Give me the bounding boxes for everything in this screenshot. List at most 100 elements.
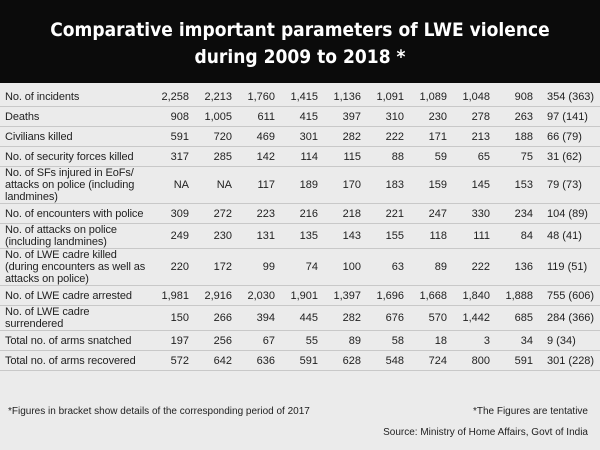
table-cell: 118: [408, 223, 451, 249]
row-label: No. of incidents: [0, 87, 150, 107]
table-cell: 153: [494, 166, 537, 204]
table-cell: 247: [408, 203, 451, 224]
row-label: Deaths: [0, 106, 150, 127]
table-cell: 115: [322, 146, 365, 167]
table-row: No. of LWE cadre surrendered 150 266 394 445…: [0, 305, 600, 331]
table-body: No. of incidents 2,258 2,213 1,760 1,415 1,13…: [0, 87, 600, 371]
table-row: No. of LWE cadre arrested 1,981 2,916 2,030…: [0, 285, 600, 306]
table-cell: 75: [494, 146, 537, 167]
table-cell: 145: [451, 166, 494, 204]
table-cell: 48 (41): [537, 223, 600, 249]
table-cell: 223: [236, 203, 279, 224]
table-cell: NA: [150, 166, 193, 204]
table-cell: 249: [150, 223, 193, 249]
row-label: No. of LWE cadre surrendered: [0, 305, 150, 331]
table-cell: 572: [150, 350, 193, 371]
table-cell: 676: [365, 305, 408, 331]
row-label: No. of LWE cadre killed (during encounte…: [0, 248, 150, 286]
table-cell: 74: [279, 248, 322, 286]
table-cell: 150: [150, 305, 193, 331]
table-cell: 131: [236, 223, 279, 249]
table-cell: 79 (73): [537, 166, 600, 204]
table-cell: 222: [365, 126, 408, 147]
table-cell: 234: [494, 203, 537, 224]
table-cell: 2,258: [150, 87, 193, 107]
table-row: Total no. of arms snatched 197 256 67 55 89 58…: [0, 330, 600, 351]
page-title: Comparative important parameters of LWE …: [50, 19, 550, 68]
table-cell: 636: [236, 350, 279, 371]
table-cell: 272: [193, 203, 236, 224]
table-cell: 755 (606): [537, 285, 600, 306]
table-cell: 143: [322, 223, 365, 249]
table-cell: 171: [408, 126, 451, 147]
table-cell: 415: [279, 106, 322, 127]
table-cell: 317: [150, 146, 193, 167]
table-cell: 99: [236, 248, 279, 286]
table-cell: 58: [365, 330, 408, 351]
table-cell: 117: [236, 166, 279, 204]
table-cell: 394: [236, 305, 279, 331]
table-cell: 278: [451, 106, 494, 127]
row-label: No. of LWE cadre arrested: [0, 285, 150, 306]
table-cell: 1,397: [322, 285, 365, 306]
table-cell: 183: [365, 166, 408, 204]
table-cell: 88: [365, 146, 408, 167]
table-row: No. of SFs injured in EoFs/ attacks on p…: [0, 166, 600, 204]
table-cell: 724: [408, 350, 451, 371]
table-row: Civilians killed 591 720 469 301 282 222 171 213…: [0, 126, 600, 147]
table-cell: 218: [322, 203, 365, 224]
table-cell: 84: [494, 223, 537, 249]
table-cell: 2,213: [193, 87, 236, 107]
table-cell: 188: [494, 126, 537, 147]
table-cell: 18: [408, 330, 451, 351]
table-cell: 221: [365, 203, 408, 224]
table-cell: 1,760: [236, 87, 279, 107]
row-label: Total no. of arms recovered: [0, 350, 150, 371]
table-cell: 685: [494, 305, 537, 331]
footnote: *Figures in bracket show details of the …: [8, 406, 310, 417]
table-cell: 908: [150, 106, 193, 127]
table-cell: 1,901: [279, 285, 322, 306]
table-cell: 397: [322, 106, 365, 127]
table-cell: 170: [322, 166, 365, 204]
table-cell: 1,005: [193, 106, 236, 127]
table-cell: 1,981: [150, 285, 193, 306]
table-cell: 445: [279, 305, 322, 331]
table-cell: 1,048: [451, 87, 494, 107]
tentative-note: *The Figures are tentative: [472, 406, 588, 417]
table-cell: 591: [494, 350, 537, 371]
source-note: Source: Ministry of Home Affairs, Govt o…: [383, 427, 588, 438]
table-cell: 628: [322, 350, 365, 371]
table-cell: 642: [193, 350, 236, 371]
table-row: No. of encounters with police 309 272 223 21…: [0, 203, 600, 224]
table-cell: 800: [451, 350, 494, 371]
table-cell: 301 (228): [537, 350, 600, 371]
table-cell: 1,415: [279, 87, 322, 107]
table-cell: 159: [408, 166, 451, 204]
table-cell: 570: [408, 305, 451, 331]
table-cell: 213: [451, 126, 494, 147]
table-cell: 1,091: [365, 87, 408, 107]
table-cell: 284 (366): [537, 305, 600, 331]
table-cell: 611: [236, 106, 279, 127]
title-bar: Comparative important parameters of LWE …: [0, 0, 600, 83]
table-cell: 34: [494, 330, 537, 351]
table-cell: 720: [193, 126, 236, 147]
table-cell: 469: [236, 126, 279, 147]
row-label: Civilians killed: [0, 126, 150, 147]
table-cell: 31 (62): [537, 146, 600, 167]
table-cell: 1,442: [451, 305, 494, 331]
table-cell: 155: [365, 223, 408, 249]
table-cell: 197: [150, 330, 193, 351]
table-cell: 65: [451, 146, 494, 167]
table-cell: 114: [279, 146, 322, 167]
table-row: No. of LWE cadre killed (during encounte…: [0, 248, 600, 286]
table-cell: 189: [279, 166, 322, 204]
lwe-violence-table: No. of incidents 2,258 2,213 1,760 1,415 1,13…: [0, 87, 600, 371]
table-container: No. of incidents 2,258 2,213 1,760 1,415 1,13…: [0, 87, 600, 371]
row-label: No. of encounters with police: [0, 203, 150, 224]
table-cell: NA: [193, 166, 236, 204]
table-cell: 282: [322, 126, 365, 147]
table-cell: 1,696: [365, 285, 408, 306]
row-label: No. of SFs injured in EoFs/ attacks on p…: [0, 166, 150, 204]
